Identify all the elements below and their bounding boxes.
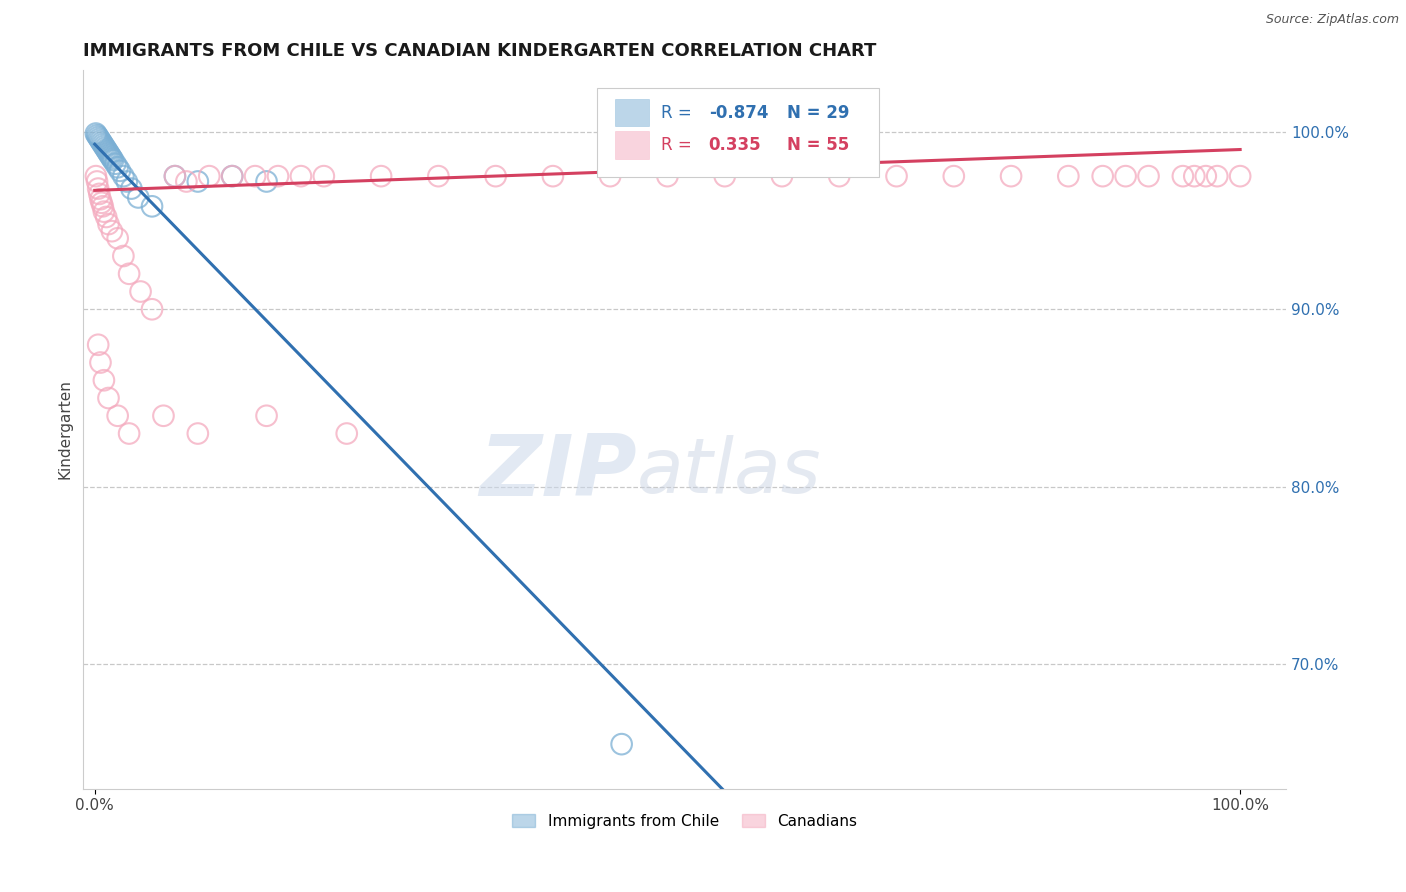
Point (1000, 169, 1022, 183)
Point (141, 199, 163, 213)
Point (90, 195, 112, 210)
Point (86, 128, 108, 143)
Point (86, 174, 108, 188)
Point (97, 391, 120, 405)
Point (256, 409, 278, 423)
Point (107, 161, 129, 175)
Point (97, 217, 120, 231)
Point (94, 141, 117, 155)
Text: atlas: atlas (637, 435, 821, 509)
Legend: Immigrants from Chile, Canadians: Immigrants from Chile, Canadians (506, 807, 863, 835)
Point (176, 174, 198, 188)
Point (427, 169, 450, 183)
Point (87, 338, 110, 352)
Point (87, 181, 110, 195)
Point (89, 134, 111, 148)
Point (97, 146, 120, 161)
Point (89, 355, 111, 369)
Point (370, 169, 392, 183)
Point (84, 127, 107, 141)
Point (93, 373, 115, 387)
Point (187, 426, 209, 441)
Point (108, 164, 131, 178)
FancyBboxPatch shape (614, 99, 648, 127)
Point (599, 169, 621, 183)
Point (96, 210, 118, 224)
Point (129, 285, 152, 299)
Point (163, 169, 186, 183)
Point (221, 169, 243, 183)
FancyBboxPatch shape (614, 131, 648, 159)
Text: IMMIGRANTS FROM CHILE VS CANADIAN KINDERGARTEN CORRELATION CHART: IMMIGRANTS FROM CHILE VS CANADIAN KINDER… (83, 42, 877, 60)
Point (89, 186, 111, 201)
Point (1057, 169, 1080, 183)
Point (101, 152, 124, 166)
Text: Source: ZipAtlas.com: Source: ZipAtlas.com (1265, 13, 1399, 27)
Point (89, 132, 111, 146)
Point (87, 130, 110, 145)
Point (107, 231, 129, 245)
Text: 0.335: 0.335 (709, 136, 761, 154)
Point (1137, 169, 1160, 183)
Text: ZIP: ZIP (479, 431, 637, 514)
Point (118, 426, 141, 441)
Point (541, 169, 564, 183)
Point (243, 169, 266, 183)
Point (100, 150, 122, 164)
Point (1091, 169, 1114, 183)
Point (1171, 169, 1194, 183)
Point (657, 169, 679, 183)
Point (198, 169, 221, 183)
Point (90, 136, 112, 150)
Point (336, 426, 359, 441)
Point (84, 169, 107, 183)
Point (187, 174, 209, 188)
Point (101, 153, 124, 168)
Text: R =: R = (661, 136, 702, 154)
Point (312, 169, 335, 183)
Point (91, 199, 114, 213)
Point (770, 169, 793, 183)
Point (713, 169, 735, 183)
Point (163, 169, 186, 183)
Point (96, 143, 118, 157)
Point (1182, 169, 1205, 183)
Point (115, 174, 138, 188)
Point (1115, 169, 1137, 183)
Point (112, 169, 135, 183)
Point (91, 137, 114, 152)
Point (118, 267, 141, 281)
Point (828, 169, 851, 183)
Point (256, 174, 278, 188)
Point (290, 169, 312, 183)
Point (107, 409, 129, 423)
Point (152, 409, 174, 423)
Point (485, 169, 508, 183)
Point (1206, 169, 1229, 183)
Y-axis label: Kindergarten: Kindergarten (58, 379, 72, 479)
Point (93, 139, 115, 153)
Point (104, 157, 127, 171)
Point (610, 737, 633, 751)
Point (93, 204, 115, 219)
Point (101, 224, 124, 238)
Point (942, 169, 965, 183)
Point (112, 249, 135, 263)
Point (141, 302, 163, 317)
Text: R =: R = (661, 103, 696, 122)
Point (221, 169, 243, 183)
Point (98, 148, 121, 162)
Point (886, 169, 908, 183)
Point (120, 181, 142, 195)
Text: -0.874: -0.874 (709, 103, 768, 122)
Point (1229, 169, 1251, 183)
Text: N = 29: N = 29 (787, 103, 849, 122)
Point (267, 169, 290, 183)
Text: N = 55: N = 55 (787, 136, 849, 154)
Point (1195, 169, 1218, 183)
Point (96, 145, 118, 159)
Point (127, 190, 149, 204)
FancyBboxPatch shape (596, 87, 880, 178)
Point (89, 192, 111, 206)
